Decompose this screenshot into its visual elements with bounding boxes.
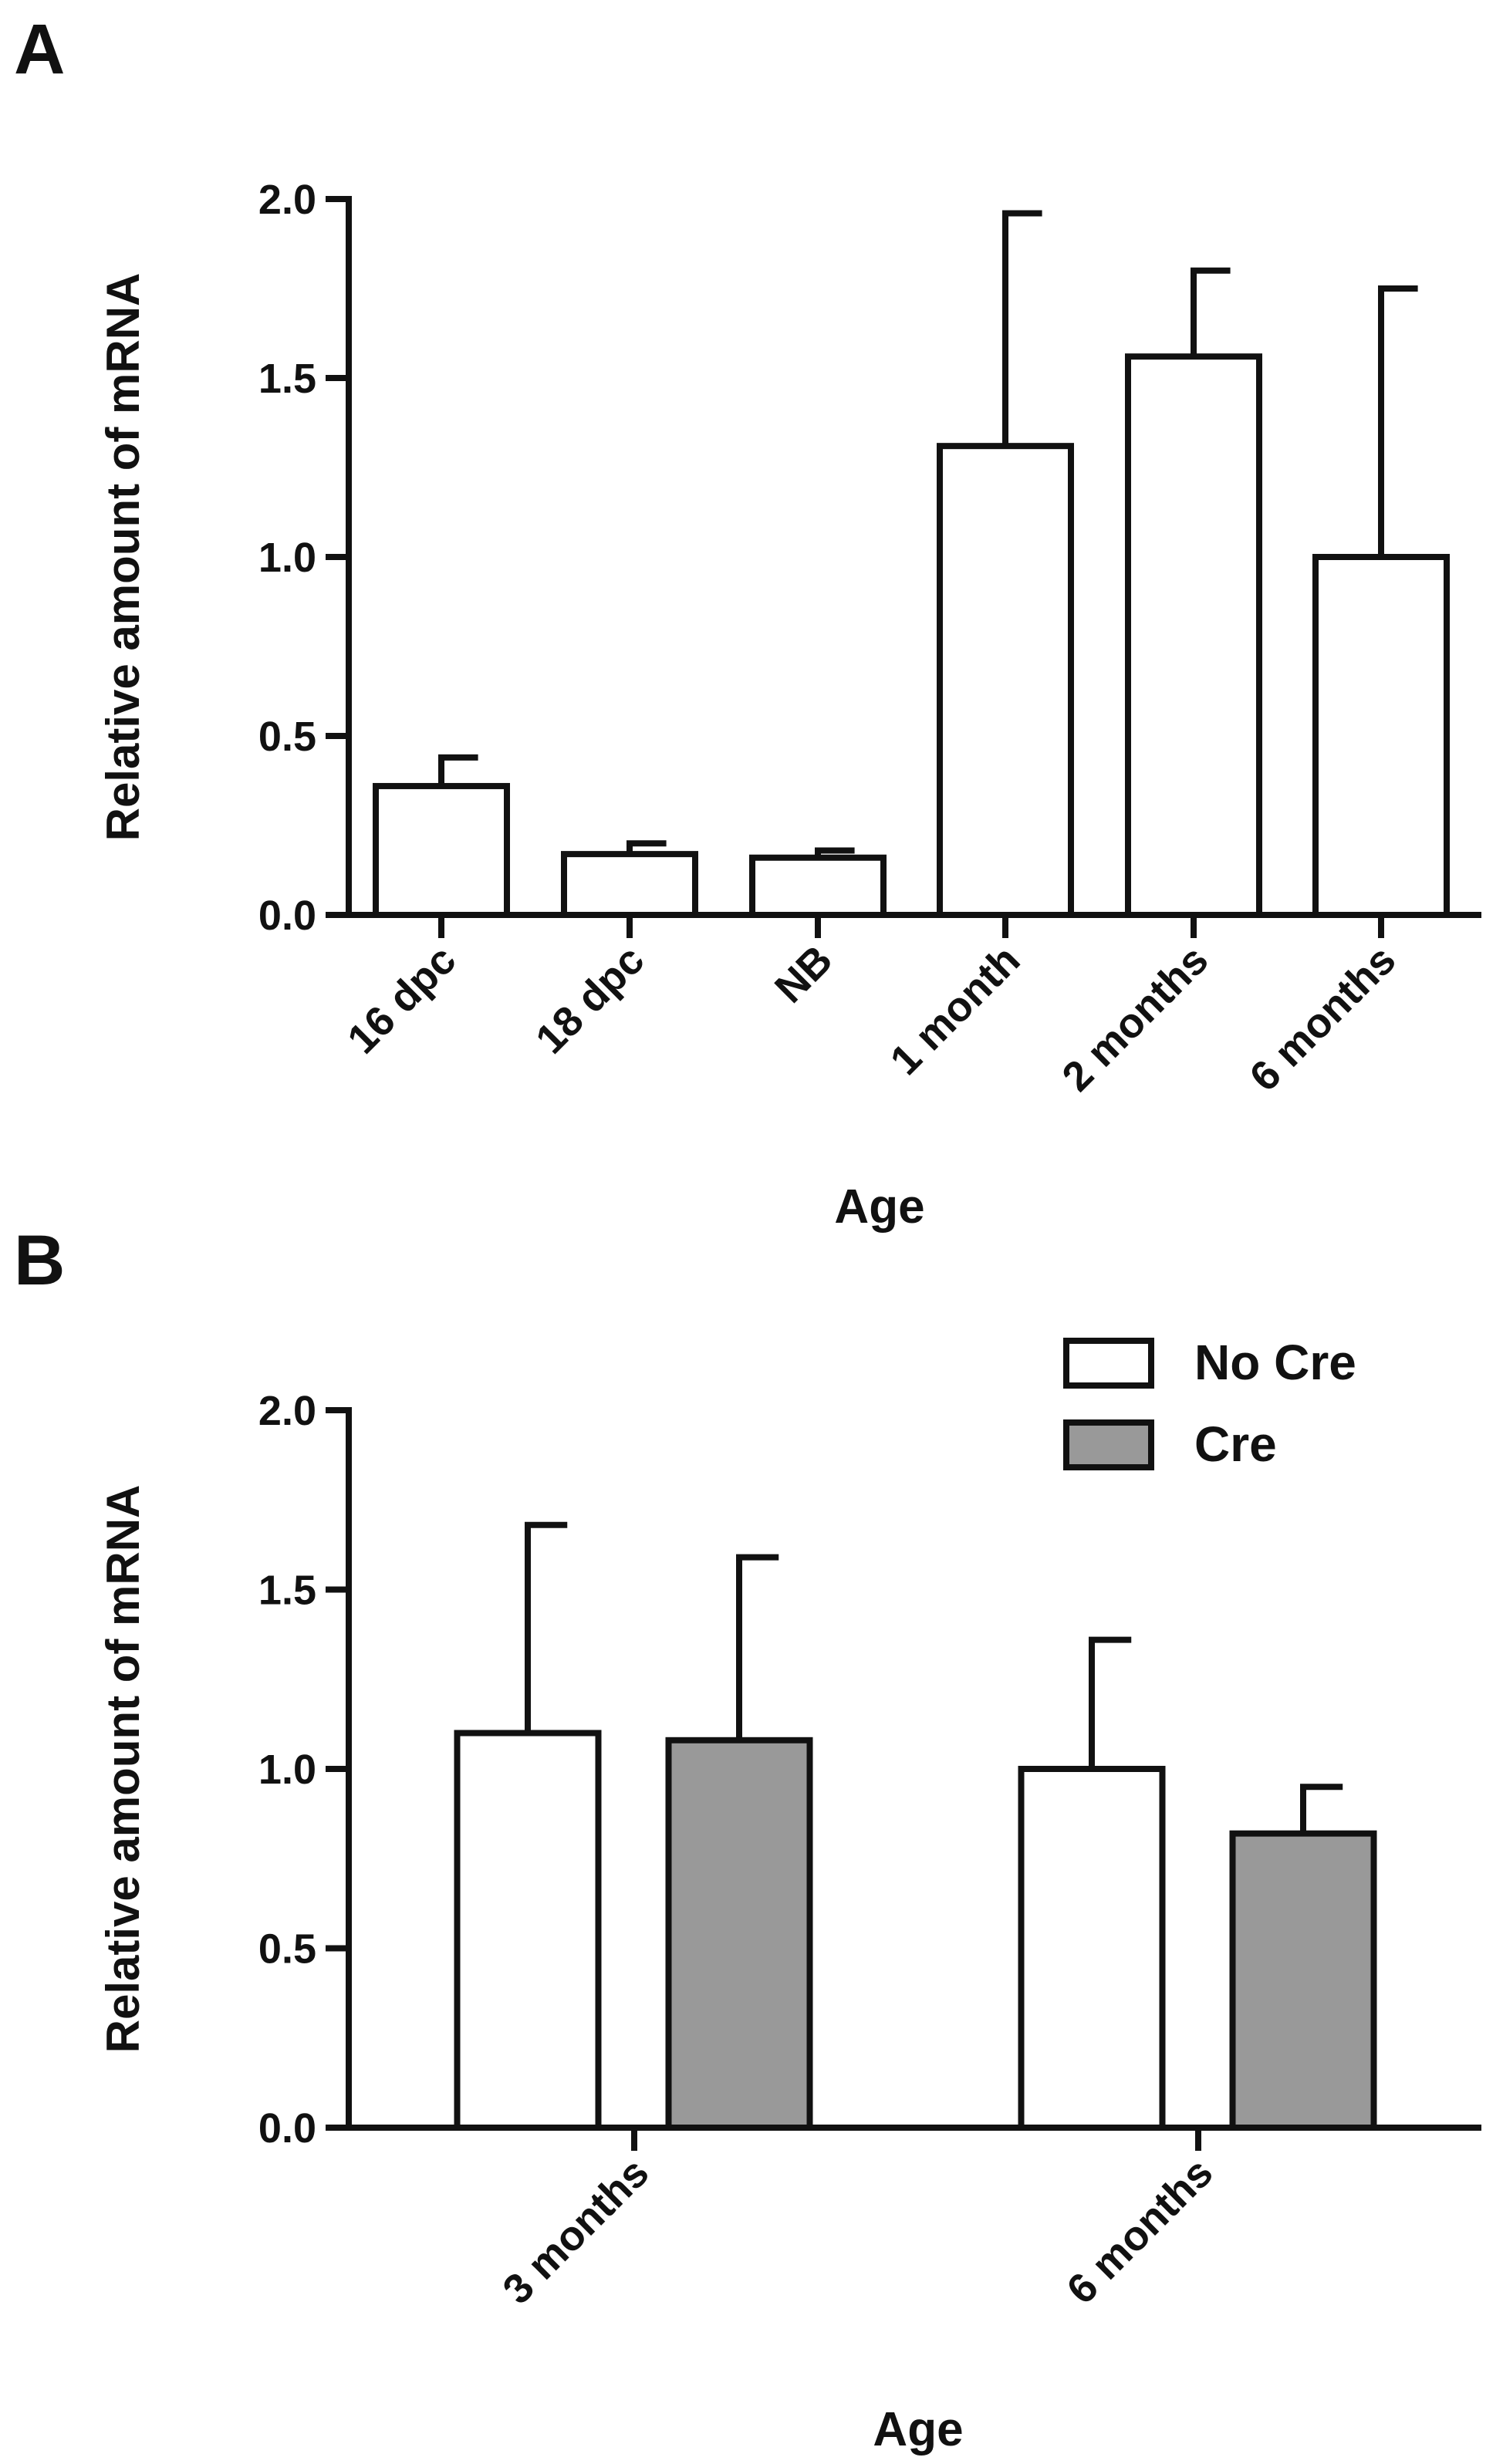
bar <box>665 1737 813 2132</box>
x-tick-label: 3 months <box>494 2149 657 2313</box>
y-tick-label: 2.0 <box>258 177 316 223</box>
bar <box>1018 1766 1166 2131</box>
chart-a: 0.0 0.5 1.0 1.5 2.0 Relative amount of mRNA 16… <box>97 177 1481 1234</box>
bar <box>454 1730 602 2131</box>
legend-label: No Cre <box>1194 1335 1356 1390</box>
bar <box>373 782 510 919</box>
bar <box>561 851 698 918</box>
y-tick-label: 1.0 <box>258 535 316 581</box>
legend-swatch <box>1063 1338 1154 1389</box>
x-tick-label: 6 months <box>1058 2149 1221 2313</box>
x-axis-title: Age <box>834 1180 924 1234</box>
x-tick-label: 16 dpc <box>339 937 464 1062</box>
bar <box>1312 554 1450 918</box>
y-axis-title: Relative amount of mRNA <box>97 273 149 842</box>
y-tick-label: 1.5 <box>258 1568 316 1614</box>
bar <box>1229 1830 1377 2131</box>
x-tick-label: 2 months <box>1053 937 1217 1100</box>
panel-label-b: B <box>14 1221 65 1300</box>
legend-swatch <box>1063 1419 1154 1470</box>
x-tick-label: 18 dpc <box>527 937 653 1062</box>
bar <box>937 443 1074 918</box>
y-tick-label: 1.5 <box>258 356 316 402</box>
y-tick-label: 0.5 <box>258 1926 316 1973</box>
y-tick-label: 1.0 <box>258 1747 316 1793</box>
x-axis-title: Age <box>873 2403 963 2456</box>
panel-label-a: A <box>14 10 65 89</box>
y-tick-label: 0.0 <box>258 2105 316 2152</box>
y-axis-title: Relative amount of mRNA <box>97 1485 149 2054</box>
y-tick-label: 2.0 <box>258 1388 316 1434</box>
legend-label: Cre <box>1194 1416 1277 1472</box>
x-tick-label: 1 month <box>882 937 1029 1084</box>
y-tick-label: 0.0 <box>258 893 316 939</box>
chart-b: 0.0 0.5 1.0 1.5 2.0 Relative amount of mRNA 3 … <box>97 1335 1481 2456</box>
y-tick-label: 0.5 <box>258 714 316 760</box>
x-tick-label: 6 months <box>1241 937 1404 1100</box>
bar <box>749 854 887 919</box>
bar <box>1125 353 1262 919</box>
x-tick-label: NB <box>766 937 842 1012</box>
